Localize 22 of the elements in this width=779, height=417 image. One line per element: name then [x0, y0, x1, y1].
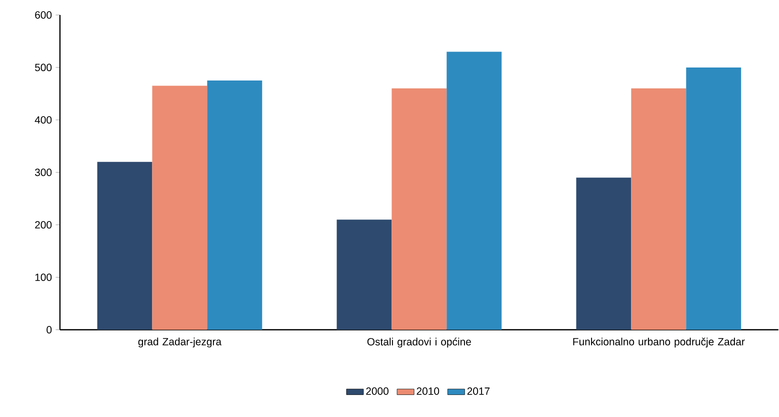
- bar: [686, 68, 742, 330]
- legend-label: 2010: [416, 388, 440, 395]
- legend-label: 2017: [467, 388, 490, 395]
- y-tick-label: 400: [34, 116, 52, 124]
- y-tick-label: 500: [35, 64, 52, 72]
- bar: [207, 80, 262, 330]
- y-tick-label: 0: [46, 326, 52, 334]
- bar: [576, 178, 632, 330]
- y-tick-label: 300: [34, 168, 52, 176]
- bar: [152, 86, 208, 330]
- bar: [446, 52, 502, 330]
- bar: [336, 220, 392, 330]
- x-tick-label: grad Zadar-jezgra: [138, 338, 222, 348]
- bar: [97, 162, 152, 330]
- y-tick-label: 600: [35, 11, 52, 19]
- x-tick-label: Funkcionalno urbano područje Zadar: [573, 338, 745, 348]
- y-tick-label: 100: [35, 274, 52, 282]
- bar: [392, 88, 447, 330]
- x-tick-label: Ostali gradovi i općine: [367, 338, 471, 348]
- bar: [631, 88, 686, 330]
- legend-label: 2000: [366, 388, 388, 395]
- y-tick-label: 200: [35, 221, 52, 229]
